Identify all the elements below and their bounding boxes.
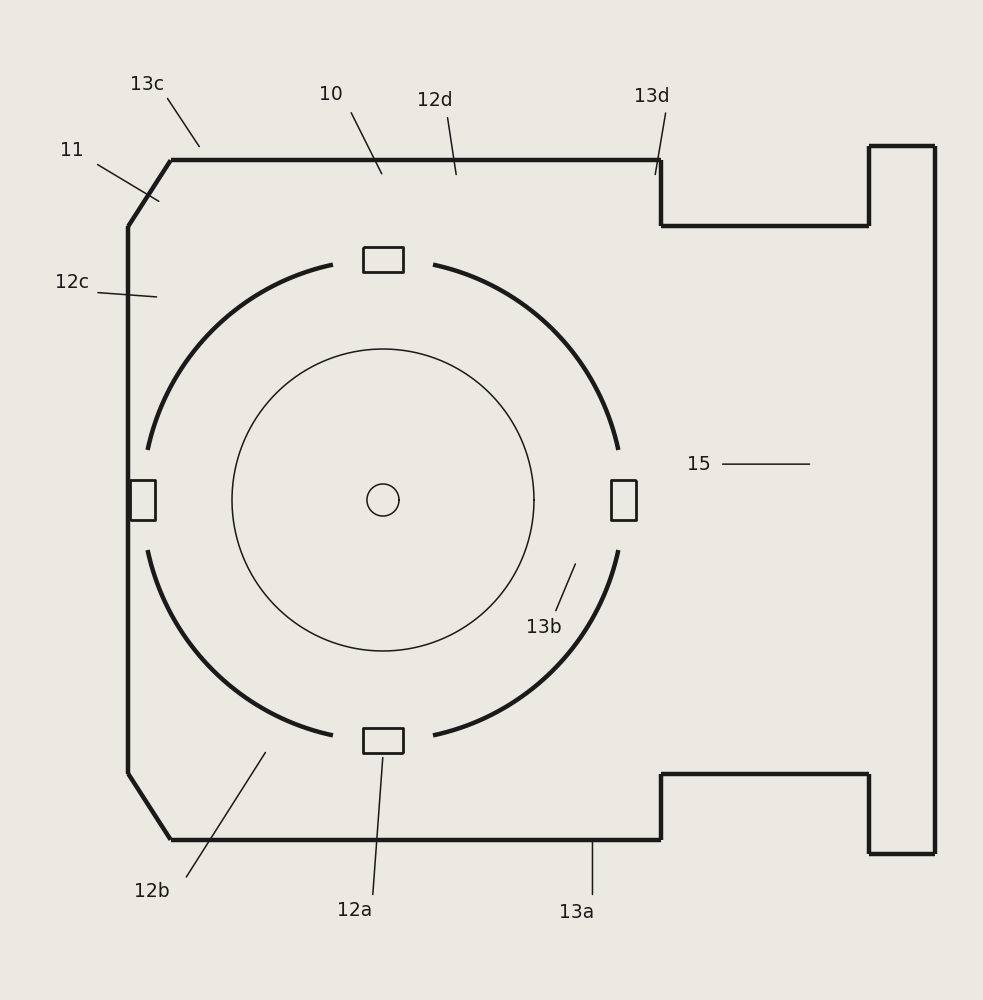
Text: 12b: 12b	[134, 882, 170, 901]
Polygon shape	[363, 247, 403, 272]
Polygon shape	[611, 480, 636, 520]
Polygon shape	[130, 480, 154, 520]
Text: 15: 15	[687, 455, 711, 474]
Text: 10: 10	[319, 85, 343, 104]
Text: 13c: 13c	[130, 75, 164, 94]
Text: 13b: 13b	[526, 618, 561, 637]
Text: 13a: 13a	[558, 903, 594, 922]
Text: 12d: 12d	[417, 91, 453, 110]
Text: 13d: 13d	[634, 87, 669, 106]
Text: 12a: 12a	[337, 901, 373, 920]
Text: 11: 11	[60, 141, 84, 160]
Polygon shape	[363, 728, 403, 753]
Text: 12c: 12c	[55, 273, 88, 292]
